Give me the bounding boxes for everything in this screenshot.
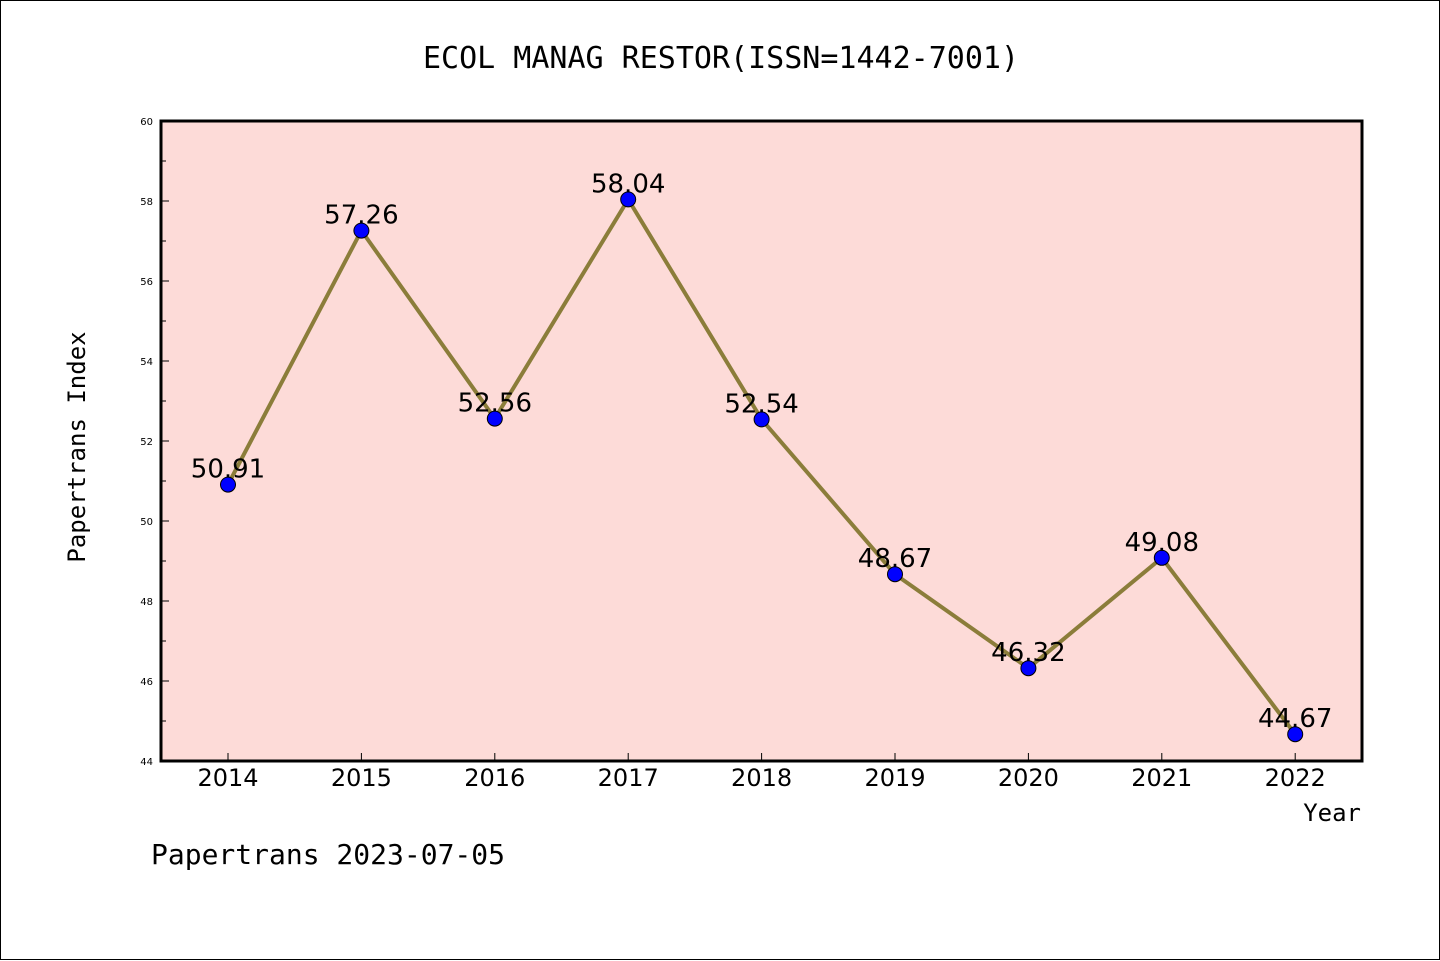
x-tick-label: 2017 (598, 764, 659, 792)
x-axis-ticks: 2014 2015 2016 2017 2018 2019 2020 2021 2022 (197, 753, 1326, 792)
data-point-2016 (486, 410, 503, 427)
x-tick-label: 2016 (464, 764, 525, 792)
x-tick-label: 2014 (197, 764, 258, 792)
data-point-2020 (1020, 660, 1037, 677)
data-point-2019 (887, 566, 903, 583)
data-label-2022: 44.67 (1258, 704, 1332, 734)
y-tick-label: 52 (140, 437, 153, 448)
x-tick-label: 2015 (331, 764, 392, 792)
y-tick-label: 46 (140, 677, 153, 688)
data-label-2020: 46.32 (991, 638, 1065, 668)
data-label-2017: 58.04 (591, 169, 665, 199)
data-point-2022 (1287, 726, 1304, 743)
data-label-2021: 49.08 (1125, 528, 1199, 558)
y-axis-label: Papertrans Index (63, 331, 91, 562)
plot-border (159, 119, 1364, 763)
data-point-2021 (1153, 549, 1170, 566)
y-tick-label: 58 (140, 197, 153, 208)
x-tick-label: 2022 (1265, 764, 1326, 792)
y-tick-label: 44 (140, 757, 153, 768)
data-point-2015 (353, 222, 370, 239)
data-label-2014: 50.91 (191, 455, 265, 485)
chart-title: ECOL MANAG RESTOR(ISSN=1442-7001) (423, 41, 1019, 76)
x-axis-label: Year (1303, 799, 1361, 827)
y-tick-label: 56 (140, 277, 153, 288)
y-tick-label: 54 (140, 357, 153, 368)
y-tick-label: 48 (140, 597, 153, 608)
x-tick-label: 2020 (998, 764, 1059, 792)
series-markers (220, 191, 1304, 743)
data-label-2018: 52.54 (724, 389, 798, 419)
data-labels: 50.91 57.26 52.56 58.04 52.54 48.67 46.32 49.08… (191, 169, 1333, 734)
data-point-2014 (220, 476, 236, 493)
x-tick-label: 2018 (731, 764, 792, 792)
data-point-2018 (753, 411, 770, 428)
y-tick-label: 50 (140, 517, 153, 528)
data-label-2019: 48.67 (858, 544, 932, 574)
y-tick-label: 60 (140, 117, 153, 128)
x-tick-label: 2019 (864, 764, 925, 792)
data-point-2017 (620, 191, 637, 208)
data-label-2015: 57.26 (324, 201, 398, 231)
data-label-2016: 52.56 (458, 389, 532, 419)
footer-text: Papertrans 2023-07-05 (151, 838, 505, 871)
x-tick-label: 2021 (1131, 764, 1192, 792)
